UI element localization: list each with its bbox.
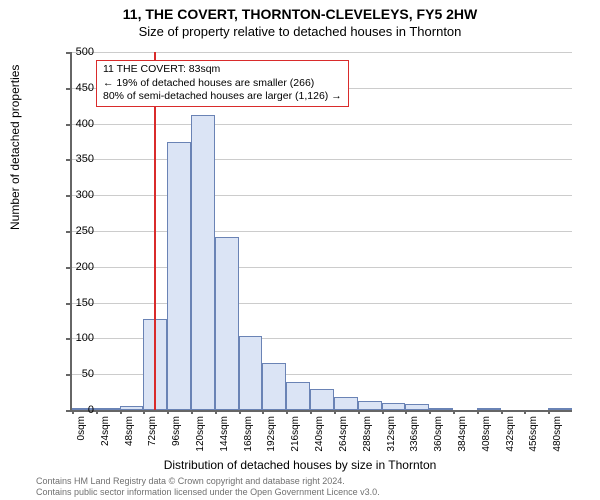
- x-tick-mark: [358, 410, 360, 414]
- x-tick-mark: [524, 410, 526, 414]
- y-tick-mark: [66, 410, 70, 412]
- x-tick-mark: [215, 410, 217, 414]
- y-tick-mark: [66, 231, 70, 233]
- grid-line: [72, 303, 572, 304]
- histogram-bar: [477, 408, 501, 410]
- y-axis-label: Number of detached properties: [8, 65, 22, 230]
- grid-line: [72, 52, 572, 53]
- histogram-bar: [310, 389, 334, 410]
- histogram-plot: 0sqm24sqm48sqm72sqm96sqm120sqm144sqm168s…: [70, 52, 572, 412]
- histogram-bar: [215, 237, 239, 410]
- y-tick-mark: [66, 195, 70, 197]
- x-tick-mark: [501, 410, 503, 414]
- y-tick-mark: [66, 52, 70, 54]
- y-tick-mark: [66, 124, 70, 126]
- x-tick-mark: [262, 410, 264, 414]
- y-tick-mark: [66, 338, 70, 340]
- page-subtitle: Size of property relative to detached ho…: [0, 22, 600, 39]
- x-tick-mark: [477, 410, 479, 414]
- y-tick-mark: [66, 159, 70, 161]
- x-tick-mark: [167, 410, 169, 414]
- grid-line: [72, 231, 572, 232]
- histogram-bar: [548, 408, 572, 410]
- page-title: 11, THE COVERT, THORNTON-CLEVELEYS, FY5 …: [0, 0, 600, 22]
- x-tick-mark: [120, 410, 122, 414]
- grid-line: [72, 195, 572, 196]
- histogram-bar: [96, 408, 120, 410]
- annotation-line: 11 THE COVERT: 83sqm: [103, 63, 342, 77]
- footer-line-2: Contains public sector information licen…: [36, 487, 380, 498]
- x-tick-mark: [310, 410, 312, 414]
- y-tick-mark: [66, 267, 70, 269]
- x-tick-mark: [239, 410, 241, 414]
- histogram-bar: [405, 404, 429, 410]
- annotation-line: ← 19% of detached houses are smaller (26…: [103, 77, 342, 91]
- x-tick-mark: [453, 410, 455, 414]
- y-tick-mark: [66, 374, 70, 376]
- histogram-bar: [239, 336, 263, 410]
- annotation-box: 11 THE COVERT: 83sqm← 19% of detached ho…: [96, 60, 349, 107]
- x-tick-mark: [286, 410, 288, 414]
- x-tick-mark: [405, 410, 407, 414]
- annotation-line: 80% of semi-detached houses are larger (…: [103, 90, 342, 104]
- grid-line: [72, 267, 572, 268]
- x-tick-mark: [548, 410, 550, 414]
- copyright-footer: Contains HM Land Registry data © Crown c…: [36, 476, 380, 498]
- histogram-bar: [262, 363, 286, 410]
- histogram-bar: [191, 115, 215, 410]
- histogram-bar: [429, 408, 453, 410]
- x-tick-mark: [191, 410, 193, 414]
- histogram-bar: [382, 403, 406, 410]
- footer-line-1: Contains HM Land Registry data © Crown c…: [36, 476, 380, 487]
- histogram-bar: [167, 142, 191, 411]
- x-tick-mark: [382, 410, 384, 414]
- x-tick-mark: [96, 410, 98, 414]
- histogram-bar: [334, 397, 358, 410]
- grid-line: [72, 124, 572, 125]
- y-tick-mark: [66, 303, 70, 305]
- histogram-bar: [286, 382, 310, 410]
- y-tick-mark: [66, 88, 70, 90]
- histogram-bar: [358, 401, 382, 410]
- x-tick-mark: [143, 410, 145, 414]
- x-tick-mark: [429, 410, 431, 414]
- histogram-bar: [120, 406, 144, 410]
- grid-line: [72, 159, 572, 160]
- x-tick-mark: [334, 410, 336, 414]
- x-axis-label: Distribution of detached houses by size …: [0, 458, 600, 472]
